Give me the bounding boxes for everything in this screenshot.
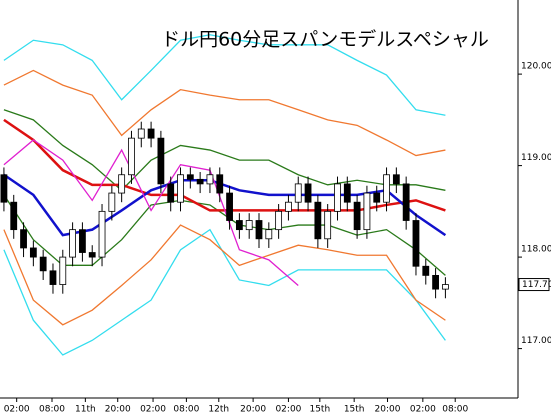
indicator-line xyxy=(3,228,446,356)
indicator-line xyxy=(3,69,446,157)
candle-body xyxy=(98,210,106,258)
candle-body xyxy=(196,178,204,185)
candle-body xyxy=(304,183,312,203)
x-tick-label: 12th xyxy=(208,405,229,415)
plot-area xyxy=(0,34,449,356)
x-tick-label: 08:00 xyxy=(173,405,199,415)
candle-body xyxy=(275,210,283,231)
candle-body xyxy=(59,256,67,285)
candle-body xyxy=(363,192,371,231)
candle-body xyxy=(79,229,86,253)
indicator-line xyxy=(3,194,446,276)
y-tick-label: 119.00 xyxy=(521,153,551,163)
candle-body xyxy=(29,247,37,258)
x-tick-label: 02:00 xyxy=(4,405,30,415)
candle-body xyxy=(206,174,214,185)
candle-body xyxy=(128,137,135,176)
candle-body xyxy=(422,265,430,276)
candle-body xyxy=(442,284,449,290)
candle-body xyxy=(88,252,96,258)
candle-body xyxy=(324,210,332,240)
candle-body xyxy=(245,220,253,231)
indicator-line xyxy=(3,224,446,326)
candle-body xyxy=(137,128,145,139)
candle-body xyxy=(373,192,381,203)
candle-body xyxy=(314,201,322,240)
x-tick-label: 15th xyxy=(344,405,365,415)
x-tick-label: 20:00 xyxy=(375,405,401,415)
candle-body xyxy=(265,229,273,240)
candle-body xyxy=(294,183,302,203)
candle-body xyxy=(235,220,243,231)
candle-body xyxy=(216,174,224,194)
candle-body xyxy=(353,201,361,231)
y-tick-label: 120.00 xyxy=(521,62,551,72)
candle-body xyxy=(108,192,116,212)
indicator-line xyxy=(3,139,299,286)
candle-body xyxy=(157,137,165,185)
x-tick-label: 08:00 xyxy=(39,405,65,415)
candle-body xyxy=(412,220,420,267)
candle-body xyxy=(49,270,57,285)
x-tick-label: 15th xyxy=(309,405,330,415)
y-tick-label: 117.00 xyxy=(521,336,551,346)
last-price-box xyxy=(518,278,550,292)
candle-body xyxy=(20,229,27,249)
x-tick-label: 11th xyxy=(75,405,96,415)
candle-body xyxy=(118,174,126,194)
last-price-label: 117.70 xyxy=(522,280,551,290)
indicator-line xyxy=(3,34,446,116)
x-tick-label: 02:00 xyxy=(275,405,301,415)
y-tick-label: 118.00 xyxy=(521,245,551,255)
candle-body xyxy=(226,192,233,221)
candle-body xyxy=(285,201,292,212)
indicator-line xyxy=(3,109,446,192)
candle-body xyxy=(392,174,400,185)
candle-body xyxy=(147,128,155,139)
x-tick-label: 02:00 xyxy=(140,405,166,415)
candle-body xyxy=(383,174,390,203)
candle-body xyxy=(343,183,351,203)
indicator-line xyxy=(3,173,447,237)
candle-body xyxy=(402,183,410,221)
candle-body xyxy=(334,183,341,212)
candle-body xyxy=(10,201,18,231)
candle-body xyxy=(69,229,76,258)
candle-body xyxy=(432,274,439,290)
x-tick-label: 20:00 xyxy=(240,405,266,415)
x-tick-label: 02:00 xyxy=(410,405,436,415)
x-tick-label: 08:00 xyxy=(442,405,468,415)
x-tick-label: 20:00 xyxy=(105,405,131,415)
candle-body xyxy=(39,256,47,272)
candle-body xyxy=(167,183,175,203)
candle-body xyxy=(255,220,263,240)
candle-body xyxy=(0,174,8,203)
candle-body xyxy=(186,174,194,180)
candle-body xyxy=(177,174,184,203)
chart-title: ドル円60分足スパンモデルスペシャル xyxy=(161,29,489,51)
